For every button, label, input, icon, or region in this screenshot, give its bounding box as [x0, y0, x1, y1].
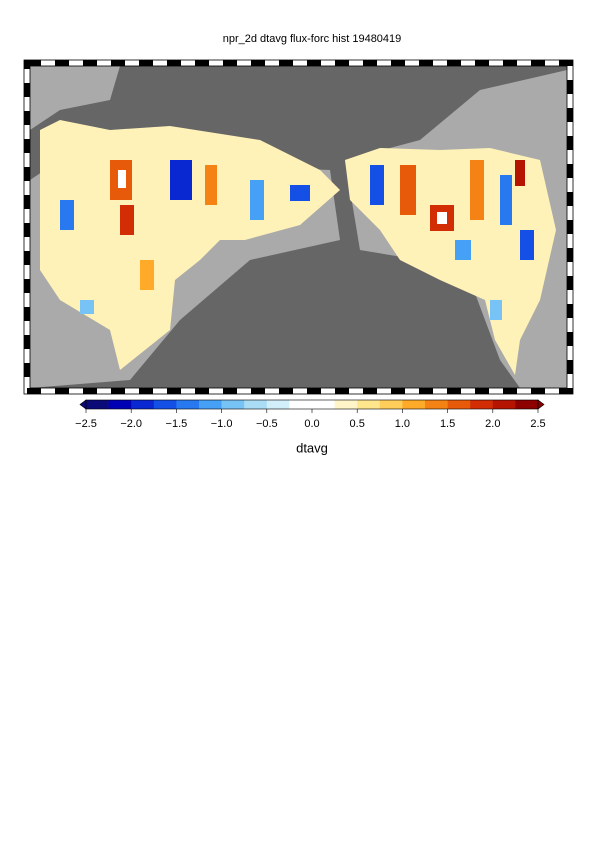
colorbar-swatch: [266, 400, 290, 409]
colorbar-swatch: [492, 400, 516, 409]
colorbar-swatch: [447, 400, 471, 409]
colorbar-tick-label: 1.0: [395, 418, 410, 430]
colorbar-swatch: [334, 400, 358, 409]
colorbar-swatch: [199, 400, 222, 409]
colorbar-tick-label: 0.5: [350, 418, 365, 430]
colorbar-tick-label: −0.5: [256, 418, 278, 430]
colorbar-swatch: [357, 400, 381, 409]
colorbar-tick-label: 2.5: [530, 418, 545, 430]
colorbar-swatch: [221, 400, 245, 409]
colorbar-swatch: [289, 400, 313, 409]
frame-outline: [23, 59, 574, 395]
colorbar-swatch: [402, 400, 426, 409]
colorbar-swatch: [515, 400, 539, 409]
colorbar-tick-label: −2.0: [120, 418, 142, 430]
colorbar-swatch: [86, 400, 109, 409]
map-title: npr_2d dtavg flux-forc hist 19480419: [223, 33, 402, 45]
colorbar-swatch: [379, 400, 403, 409]
colorbar-swatch: [153, 400, 177, 409]
map: [23, 59, 574, 395]
colorbar-label: dtavg: [296, 440, 328, 455]
colorbar-swatch: [108, 400, 132, 409]
colorbar-tick-label: 1.5: [440, 418, 455, 430]
colorbar-tick-label: 0.0: [304, 418, 319, 430]
colorbar: −2.5 −2.0 −1.5 −1.0 −0.5 0.0 0.5 1.0 1.5 2.0 2.5: [75, 399, 546, 430]
colorbar-swatch: [131, 400, 155, 409]
colorbar-swatch: [176, 400, 200, 409]
colorbar-tick-label: −2.5: [75, 418, 97, 430]
colorbar-swatch: [312, 400, 335, 409]
colorbar-tick-label: −1.0: [211, 418, 233, 430]
colorbar-swatch: [470, 400, 494, 409]
colorbar-extend-high: [537, 399, 545, 410]
anomaly-patches: [60, 160, 534, 320]
land: [30, 66, 120, 130]
frame-inner: [29, 65, 568, 389]
colorbar-swatch: [244, 400, 268, 409]
colorbar-swatch: [425, 400, 448, 409]
frame-checker: [24, 60, 573, 394]
colorbar-extend-low: [79, 399, 87, 410]
colorbar-tick-label: 2.0: [485, 418, 500, 430]
colorbar-tick-label: −1.5: [166, 418, 188, 430]
